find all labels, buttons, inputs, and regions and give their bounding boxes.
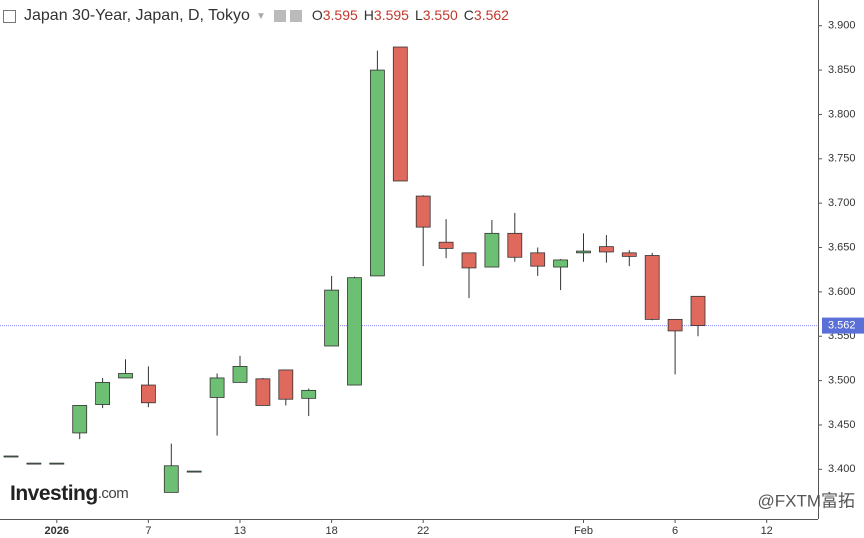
candle-body xyxy=(530,252,546,267)
candle-body xyxy=(3,455,19,458)
candle-body xyxy=(186,470,202,473)
candle-body xyxy=(140,384,156,404)
candle-body xyxy=(26,462,42,465)
x-tick-label: 22 xyxy=(417,525,429,537)
candle-body xyxy=(301,389,317,399)
candle-body xyxy=(255,378,271,406)
last-price-label: 3.562 xyxy=(828,320,856,332)
x-tick-label: 7 xyxy=(145,525,151,537)
x-tick-label: 18 xyxy=(325,525,337,537)
candle-body xyxy=(209,377,225,398)
candle-body xyxy=(118,373,133,379)
y-tick-label: 3.650 xyxy=(828,241,856,253)
candle-body xyxy=(484,232,500,268)
candle-body xyxy=(553,259,568,268)
candle-body xyxy=(507,232,523,258)
candle-body xyxy=(461,252,477,269)
header: Japan 30-Year, Japan, D, Tokyo ▼ O3.595 H… xyxy=(0,4,515,28)
x-tick-label: 2026 xyxy=(45,525,69,537)
candle-body xyxy=(576,250,591,254)
candle-body xyxy=(621,252,637,257)
y-tick-label: 3.900 xyxy=(828,20,856,32)
candle-body xyxy=(369,69,385,277)
legend-label: O xyxy=(311,7,323,23)
candle-body xyxy=(599,246,614,253)
y-tick-label: 3.800 xyxy=(828,108,856,120)
watermark-source: @FXTM富拓 xyxy=(757,491,855,510)
y-tick-label: 3.850 xyxy=(828,64,856,76)
candle-body xyxy=(49,462,65,465)
candle-body xyxy=(667,318,683,332)
watermark-logo: Investing.com xyxy=(10,482,128,505)
y-tick-label: 3.450 xyxy=(828,419,856,431)
legend-label: H xyxy=(363,7,374,23)
settings-icon[interactable] xyxy=(273,10,286,22)
y-tick-label: 3.600 xyxy=(828,286,856,298)
legend-value: 3.595 xyxy=(373,7,409,23)
x-tick-label: 13 xyxy=(234,525,246,537)
watermark-brand: Investing xyxy=(10,482,98,505)
y-tick-label: 3.400 xyxy=(828,463,856,475)
candle-body xyxy=(347,277,362,386)
candle-body xyxy=(690,295,706,326)
x-tick-label: 6 xyxy=(672,525,678,537)
y-tick-label: 3.500 xyxy=(828,375,856,387)
legend-value: 3.562 xyxy=(473,7,509,23)
legend-label: C xyxy=(463,7,474,23)
y-tick-label: 3.700 xyxy=(828,197,856,209)
candle-body xyxy=(415,195,431,228)
settings-icon[interactable] xyxy=(289,10,302,22)
dropdown-caret[interactable]: ▼ xyxy=(255,10,266,22)
candle-body xyxy=(278,369,294,400)
candle-body xyxy=(438,241,454,249)
last-price-box xyxy=(822,317,864,334)
watermark-suffix: .com xyxy=(98,485,129,502)
candle-body xyxy=(95,381,110,405)
legend-value: 3.595 xyxy=(322,7,358,23)
candle-body xyxy=(644,255,660,320)
ohlc-legend: O3.595 H3.595 L3.550 C3.562 xyxy=(312,7,515,25)
candle-body xyxy=(392,46,408,182)
x-tick-label: Feb xyxy=(574,525,593,537)
legend-label: L xyxy=(414,7,423,23)
x-tick-label: 12 xyxy=(761,525,773,537)
legend-value: 3.550 xyxy=(422,7,458,23)
chart-title: Japan 30-Year, Japan, D, Tokyo xyxy=(24,7,250,24)
y-tick-label: 3.750 xyxy=(828,153,856,165)
menu-icon[interactable] xyxy=(3,9,16,23)
candle-body xyxy=(163,465,179,493)
candle-body xyxy=(72,405,88,434)
candle-body xyxy=(232,366,248,383)
candle-body xyxy=(324,289,340,347)
